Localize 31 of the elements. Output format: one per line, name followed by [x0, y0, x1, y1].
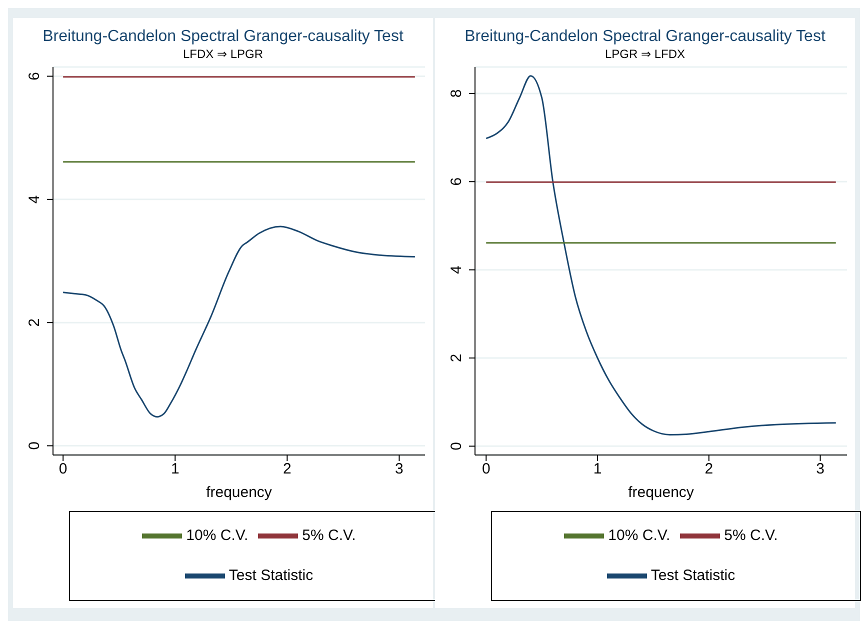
- y-tick-label: 4: [448, 266, 465, 274]
- x-tick-label: 3: [816, 460, 824, 478]
- line-series: [62, 226, 416, 418]
- legend-label: Test Statistic: [650, 566, 736, 584]
- x-tick-label: 1: [170, 460, 180, 478]
- y-tick-label: 8: [448, 89, 465, 98]
- chart-subtitle: LPGR ⇒ LFDX: [604, 47, 686, 61]
- y-tick-label: 4: [26, 195, 43, 204]
- x-axis-title: frequency: [206, 484, 272, 501]
- chart-title: Breitung-Candelon Spectral Granger-causality Test: [42, 28, 404, 46]
- y-tick-label: 0: [26, 442, 43, 450]
- legend-label: 5% C.V.: [724, 526, 778, 544]
- legend-label: 5% C.V.: [302, 526, 356, 544]
- legend-label: 10% C.V.: [608, 526, 670, 544]
- legend-label: Test Statistic: [228, 566, 314, 584]
- x-tick-label: 0: [58, 460, 68, 478]
- x-tick-label: 2: [283, 460, 292, 478]
- chart-title: Breitung-Candelon Spectral Granger-causality Test: [464, 28, 826, 46]
- legend-label: 10% C.V.: [186, 526, 248, 544]
- x-tick-label: 3: [395, 460, 404, 478]
- y-tick-label: 0: [448, 442, 465, 450]
- x-tick-label: 1: [593, 460, 602, 478]
- y-tick-label: 6: [26, 72, 43, 80]
- y-tick-label: 2: [26, 318, 43, 327]
- x-axis-title: frequency: [628, 484, 694, 501]
- y-tick-label: 6: [448, 177, 465, 186]
- chart-subtitle: LFDX ⇒ LPGR: [182, 47, 264, 61]
- x-tick-label: 2: [704, 460, 714, 478]
- line-series: [485, 75, 837, 436]
- x-tick-label: 0: [482, 460, 490, 478]
- y-tick-label: 2: [448, 354, 465, 362]
